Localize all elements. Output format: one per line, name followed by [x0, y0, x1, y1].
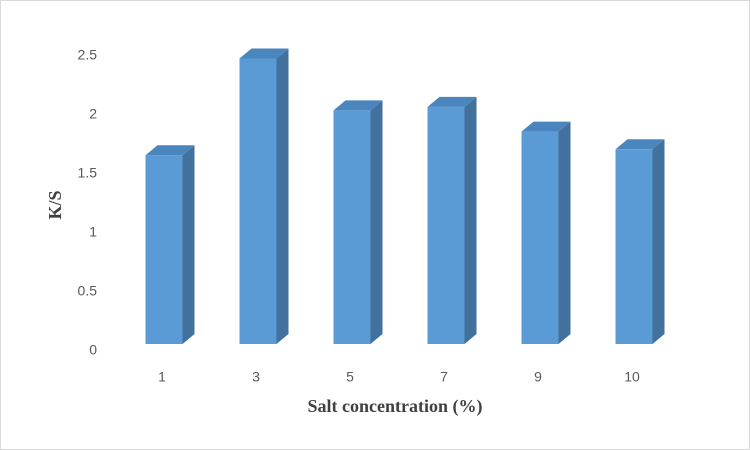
x-tick-label: 10 — [624, 369, 640, 385]
y-tick-label: 1 — [89, 224, 97, 240]
bar-side — [464, 96, 477, 344]
bar — [145, 155, 183, 344]
y-axis-title: K/S — [45, 190, 65, 219]
bar-side — [370, 100, 383, 344]
bar-top — [615, 139, 665, 150]
x-tick-label: 1 — [158, 369, 166, 385]
y-tick-label: 2 — [89, 106, 97, 122]
bar-top — [333, 100, 383, 111]
y-tick-label: 2.5 — [78, 47, 98, 63]
y-tick-label: 0.5 — [78, 283, 98, 299]
x-tick-label: 3 — [252, 369, 260, 385]
y-tick-label: 0 — [89, 342, 97, 358]
bar — [333, 110, 371, 344]
bar-top — [521, 121, 571, 132]
bar-top — [427, 96, 477, 107]
bar — [521, 131, 559, 344]
bar — [427, 106, 465, 344]
bar — [615, 149, 653, 344]
bar-top — [145, 145, 195, 156]
bar-side — [558, 121, 571, 344]
bar — [239, 58, 277, 344]
y-tick-label: 1.5 — [78, 165, 98, 181]
x-tick-label: 5 — [346, 369, 354, 385]
x-axis-title: Salt concentration (%) — [308, 396, 483, 417]
x-tick-label: 9 — [534, 369, 542, 385]
bar-top — [239, 48, 289, 59]
bar-side — [182, 145, 195, 344]
bar-side — [652, 139, 665, 344]
bar-side — [276, 48, 289, 344]
x-tick-label: 7 — [440, 369, 448, 385]
